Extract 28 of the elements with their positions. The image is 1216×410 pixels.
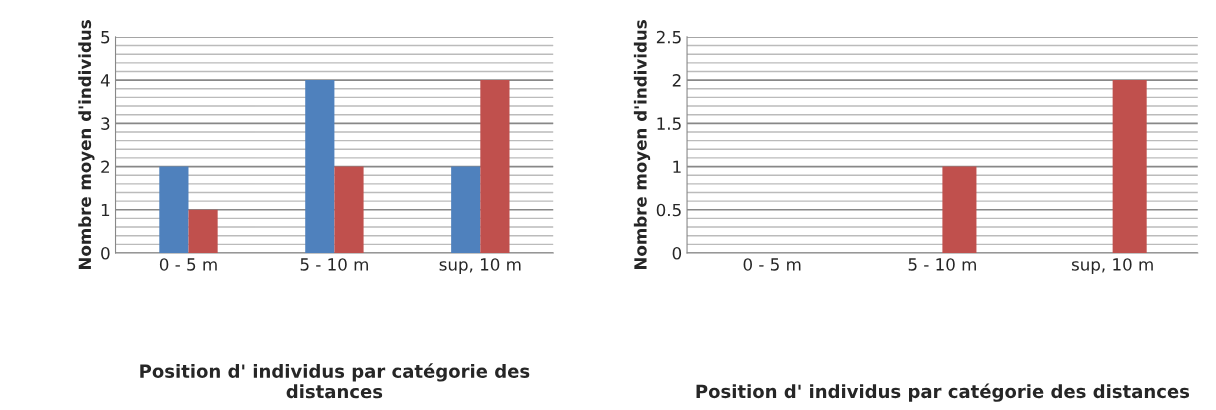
y-tick-label: 1 (673, 160, 681, 173)
y-tick-label: 1 (101, 203, 110, 217)
y-tick-label: 2.5 (656, 30, 681, 44)
bar (334, 166, 364, 253)
y-tick-label: 5 (101, 31, 110, 44)
bar (305, 80, 335, 253)
y-tick-label: 2 (101, 160, 109, 173)
x-tick-label: sup, 10 m (1071, 258, 1153, 274)
bar (480, 80, 510, 253)
y-tick-label: 0.5 (656, 203, 681, 217)
x-tick-label: 5 - 10 m (908, 258, 976, 271)
y-tick-label: 0 (101, 246, 110, 260)
bar (159, 166, 189, 253)
x-axis-title: Position d' individus par catégorie des distances (140, 363, 530, 399)
y-tick-label: 2 (672, 74, 681, 87)
y-tick-label: 0 (672, 246, 682, 260)
x-axis-title: Position d' individus par catégorie des distances (696, 383, 1190, 402)
y-axis-title: Nombre moyen d'individus (633, 20, 651, 270)
bar (451, 166, 481, 253)
y-axis-title: Nombre moyen d'individus (78, 20, 95, 270)
x-tick-label: 5 - 10 m (300, 258, 368, 271)
y-tick-label: 1.5 (657, 117, 681, 130)
bar (188, 209, 218, 253)
x-tick-label: 0 - 5 m (159, 258, 217, 271)
x-tick-label: 0 - 5 m (743, 258, 801, 271)
y-tick-label: 3 (101, 117, 110, 130)
x-tick-label: sup, 10 m (439, 258, 521, 274)
y-tick-label: 4 (100, 74, 110, 87)
